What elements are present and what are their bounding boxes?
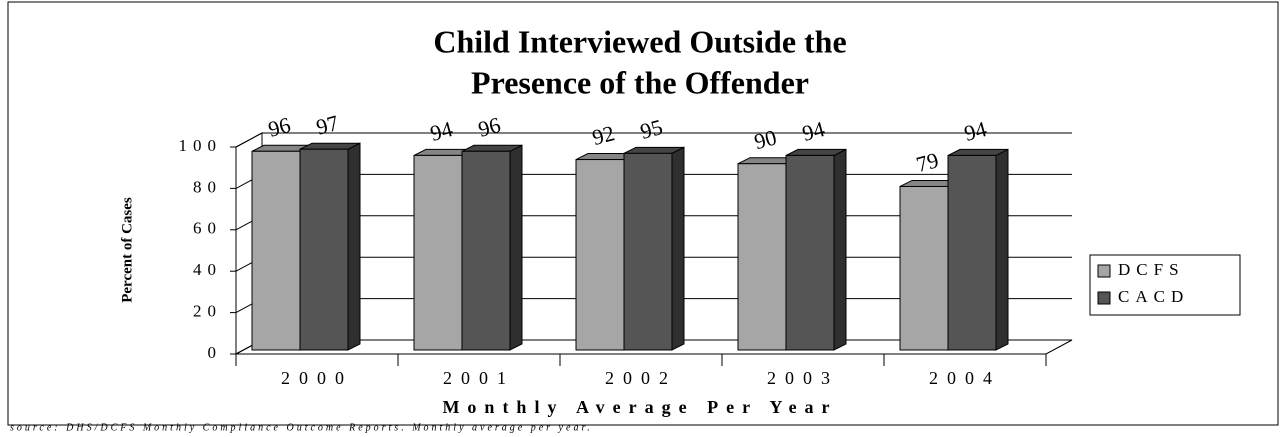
- legend-label: DCFS: [1118, 260, 1185, 279]
- y-tick-label: 0: [208, 343, 223, 362]
- chart-title: Presence of the Offender: [471, 64, 809, 100]
- bar: [737, 163, 787, 351]
- frame: [7, 1, 1279, 426]
- bar: [461, 150, 511, 351]
- y-tick-label: 20: [193, 302, 222, 321]
- data-label: 90: [752, 124, 780, 154]
- x-tick-label: 2002: [605, 368, 677, 388]
- data-label: 94: [428, 116, 456, 146]
- y-axis-title: Percent of Cases: [119, 197, 135, 303]
- bar-side: [347, 142, 361, 351]
- legend-swatch: [1097, 291, 1111, 305]
- x-tick-label: 2001: [443, 368, 515, 388]
- bar: [785, 154, 835, 351]
- bar: [413, 154, 463, 351]
- bar-side: [833, 148, 847, 351]
- data-label: 79: [914, 147, 942, 177]
- bar: [899, 185, 949, 351]
- y-tick-label: 40: [193, 260, 222, 279]
- data-label: 94: [962, 116, 990, 146]
- data-label: 94: [800, 116, 828, 146]
- legend-swatch: [1097, 264, 1111, 278]
- x-tick-label: 2003: [767, 368, 839, 388]
- bar: [299, 148, 349, 351]
- bar: [623, 152, 673, 351]
- data-label: 95: [638, 114, 666, 144]
- legend-box: [1089, 254, 1241, 316]
- bar: [947, 154, 997, 351]
- y-tick-label: 80: [193, 177, 222, 196]
- data-label: 97: [314, 110, 342, 140]
- x-tick-label: 2000: [281, 368, 353, 388]
- grid-line: [235, 132, 263, 148]
- x-tick-label: 2004: [929, 368, 1001, 388]
- bar: [575, 159, 625, 351]
- chart-title: Child Interviewed Outside the: [433, 23, 846, 59]
- bar-side: [995, 148, 1009, 351]
- legend-label: CACD: [1118, 287, 1189, 306]
- x-axis-title: Monthly Average Per Year: [442, 397, 837, 417]
- y-tick-label: 60: [193, 219, 222, 238]
- data-label: 92: [590, 120, 618, 150]
- source-note: source: DHS/DCFS Monthly Compliance Outc…: [10, 422, 593, 433]
- bar: [251, 150, 301, 351]
- data-label: 96: [476, 112, 504, 142]
- bar-side: [509, 144, 523, 351]
- y-tick-label: 100: [179, 136, 223, 155]
- data-label: 96: [266, 112, 294, 142]
- bar-side: [671, 146, 685, 351]
